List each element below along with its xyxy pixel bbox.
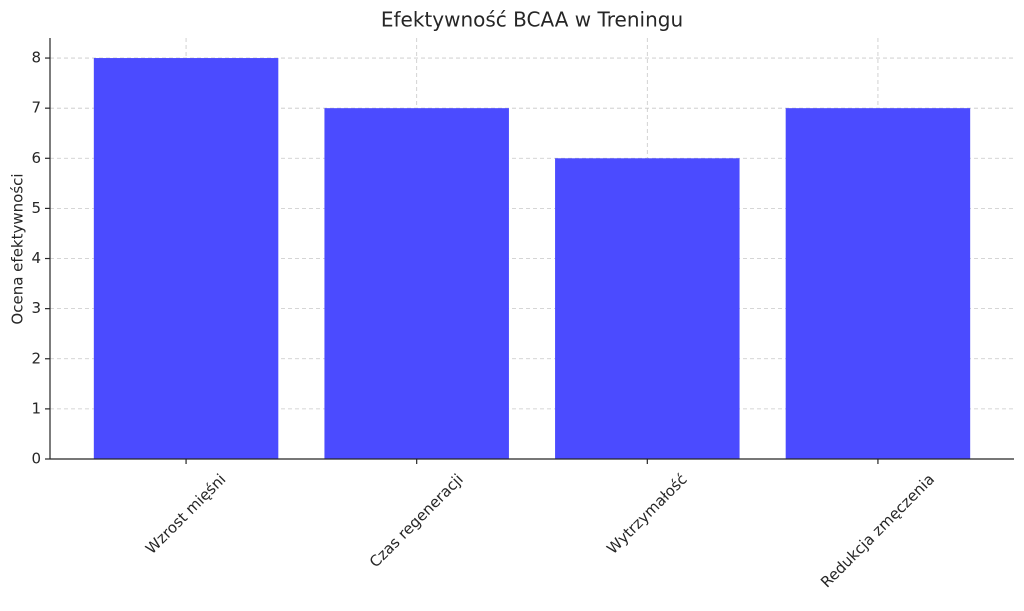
y-tick-label: 4	[31, 249, 41, 267]
y-tick-label: 3	[31, 299, 41, 317]
y-tick-label: 7	[31, 99, 41, 117]
bar	[93, 58, 279, 460]
y-tick-label: 6	[31, 149, 41, 167]
y-tick-label: 0	[31, 450, 41, 468]
y-axis-label: Ocena efektywności	[9, 173, 27, 324]
x-tick-label: Wzrost mięśni	[142, 470, 229, 557]
bar	[555, 158, 740, 460]
x-tick-label: Redukcja zmęczenia	[817, 470, 938, 591]
bar	[324, 108, 509, 460]
y-tick-label: 2	[31, 349, 41, 367]
x-tick-label: Wytrzymałość	[603, 470, 690, 557]
x-tick-label: Czas regeneracji	[366, 470, 467, 571]
y-tick-label: 5	[31, 199, 41, 217]
y-tick-label: 8	[31, 49, 41, 67]
chart-title: Efektywność BCAA w Treningu	[381, 8, 683, 32]
bar	[785, 108, 971, 460]
y-tick-label: 1	[31, 399, 41, 417]
